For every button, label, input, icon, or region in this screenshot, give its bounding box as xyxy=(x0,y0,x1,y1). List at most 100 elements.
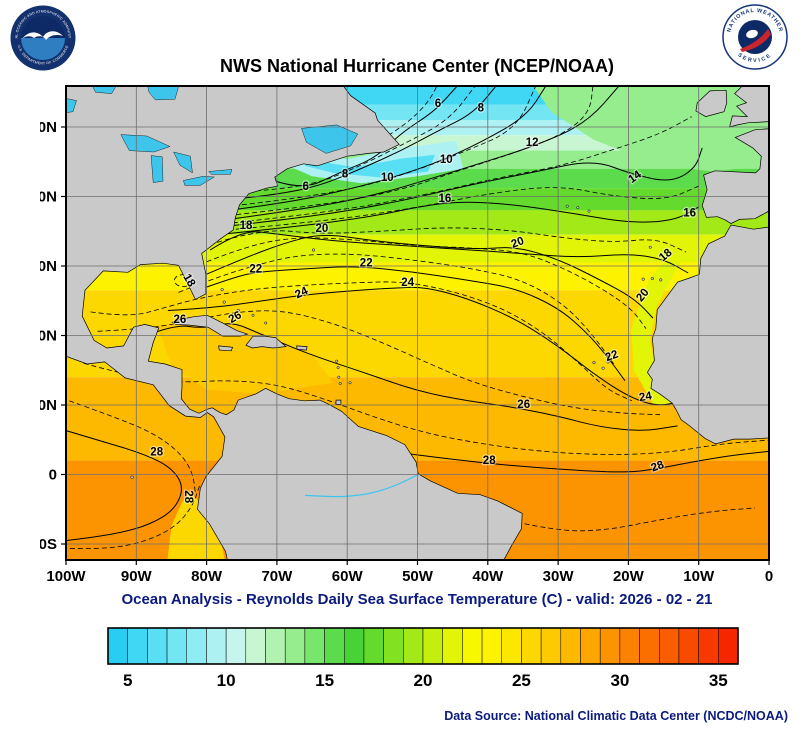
isotherm-line xyxy=(178,253,615,365)
lake xyxy=(208,169,233,175)
colorbar-cell xyxy=(265,627,286,665)
colorbar-cell xyxy=(599,627,621,665)
colorbar-cell xyxy=(245,627,266,665)
landmass xyxy=(171,314,249,337)
sst-region xyxy=(157,320,334,394)
contour-label: 12 xyxy=(526,137,539,149)
colorbar-cell xyxy=(442,627,463,665)
colorbar-cell xyxy=(324,627,345,665)
colorbar-cell xyxy=(540,627,562,665)
colorbar-cell xyxy=(383,627,404,665)
contour-label: 8 xyxy=(478,103,485,115)
map-caption: Ocean Analysis - Reynolds Daily Sea Surf… xyxy=(121,591,713,608)
colorbar-cell xyxy=(501,627,522,665)
colorbar-frame xyxy=(107,627,739,665)
isotherm-line xyxy=(206,237,647,329)
isotherm-line xyxy=(66,485,200,549)
nws-red-swoosh xyxy=(740,29,771,52)
lat-tick-label: 30N xyxy=(40,258,57,275)
landmass xyxy=(646,224,769,445)
colorbar-tick-label: 15 xyxy=(315,671,334,690)
isotherm-line xyxy=(216,227,687,253)
island xyxy=(641,277,645,281)
colorbar-cell xyxy=(639,627,660,665)
lake xyxy=(147,85,179,101)
nws-map-shape xyxy=(746,29,758,39)
island xyxy=(650,276,654,281)
lon-tick-label: 0 xyxy=(765,568,773,585)
island xyxy=(587,209,591,213)
isotherm-line xyxy=(245,85,497,199)
map-graphic xyxy=(66,85,769,560)
contour-label: 16 xyxy=(439,193,452,205)
lake xyxy=(120,134,171,153)
island xyxy=(130,475,134,479)
contour-label: 6 xyxy=(302,181,308,193)
colorbar-cell xyxy=(481,627,502,665)
colorbar-cell xyxy=(206,627,227,665)
contour-label: 6 xyxy=(435,98,441,110)
colorbar-cell xyxy=(659,627,680,665)
lon-tick-label: 10W xyxy=(683,568,715,585)
colorbar-cell xyxy=(580,627,601,665)
lon-tick-label: 90W xyxy=(121,568,153,585)
lon-tick-label: 50W xyxy=(402,568,434,585)
colorbar-cell xyxy=(619,627,640,665)
sst-region xyxy=(631,239,702,405)
temperature-colorbar: 5 10 15 20 25 30 35 xyxy=(107,627,739,690)
colorbar-cell xyxy=(127,627,148,665)
data-source: Data Source: National Climatic Data Cent… xyxy=(444,709,788,723)
isotherm-line xyxy=(224,201,699,235)
island xyxy=(236,308,240,313)
isotherm-line xyxy=(167,286,682,406)
noaa-gull-icon xyxy=(22,31,63,40)
colorbar-tick-label: 10 xyxy=(217,671,236,690)
isotherm-line xyxy=(199,266,626,381)
colorbar-cell xyxy=(107,627,128,665)
island xyxy=(311,248,316,252)
island xyxy=(606,360,610,364)
lake xyxy=(92,85,117,94)
lat-tick-label: 10S xyxy=(40,536,57,553)
island xyxy=(565,204,569,208)
isotherm-line xyxy=(350,442,769,473)
island xyxy=(222,300,226,304)
isotherm-line xyxy=(233,85,620,220)
isotherm-line xyxy=(255,85,476,192)
colorbar-cell xyxy=(521,627,542,665)
contour-label: 26 xyxy=(174,314,187,326)
grid-lines xyxy=(66,86,769,560)
isotherm-line xyxy=(241,85,537,206)
island xyxy=(601,366,605,370)
island xyxy=(335,359,339,363)
nws-ring-text-bottom: SERVICE xyxy=(737,52,774,64)
contour-label: 10 xyxy=(440,154,453,166)
landmass xyxy=(245,335,287,349)
contour-label: 28 xyxy=(483,455,496,467)
isotherm-line xyxy=(209,231,689,274)
landmass xyxy=(296,345,308,351)
island xyxy=(659,278,663,282)
isotherm-line xyxy=(66,430,182,542)
colorbar-cell xyxy=(225,627,247,665)
lake xyxy=(150,155,164,183)
isotherm-line xyxy=(236,85,594,215)
contour-label: 22 xyxy=(604,348,620,364)
colorbar-cell xyxy=(186,627,207,665)
island xyxy=(264,321,268,325)
contour-label: 28 xyxy=(182,490,194,503)
island xyxy=(338,382,342,385)
colorbar-tick-label: 20 xyxy=(414,671,433,690)
sst-region xyxy=(305,154,436,178)
landmass xyxy=(695,89,728,117)
island xyxy=(576,206,580,210)
colorbar-cell xyxy=(304,627,325,665)
colorbar-tick-label: 25 xyxy=(512,671,531,690)
lon-tick-label: 30W xyxy=(543,568,575,585)
contour-label: 24 xyxy=(401,277,414,289)
isotherm-line xyxy=(97,310,661,416)
colorbar-cell xyxy=(678,627,699,665)
island xyxy=(648,245,652,249)
lon-tick-label: 40W xyxy=(472,568,504,585)
